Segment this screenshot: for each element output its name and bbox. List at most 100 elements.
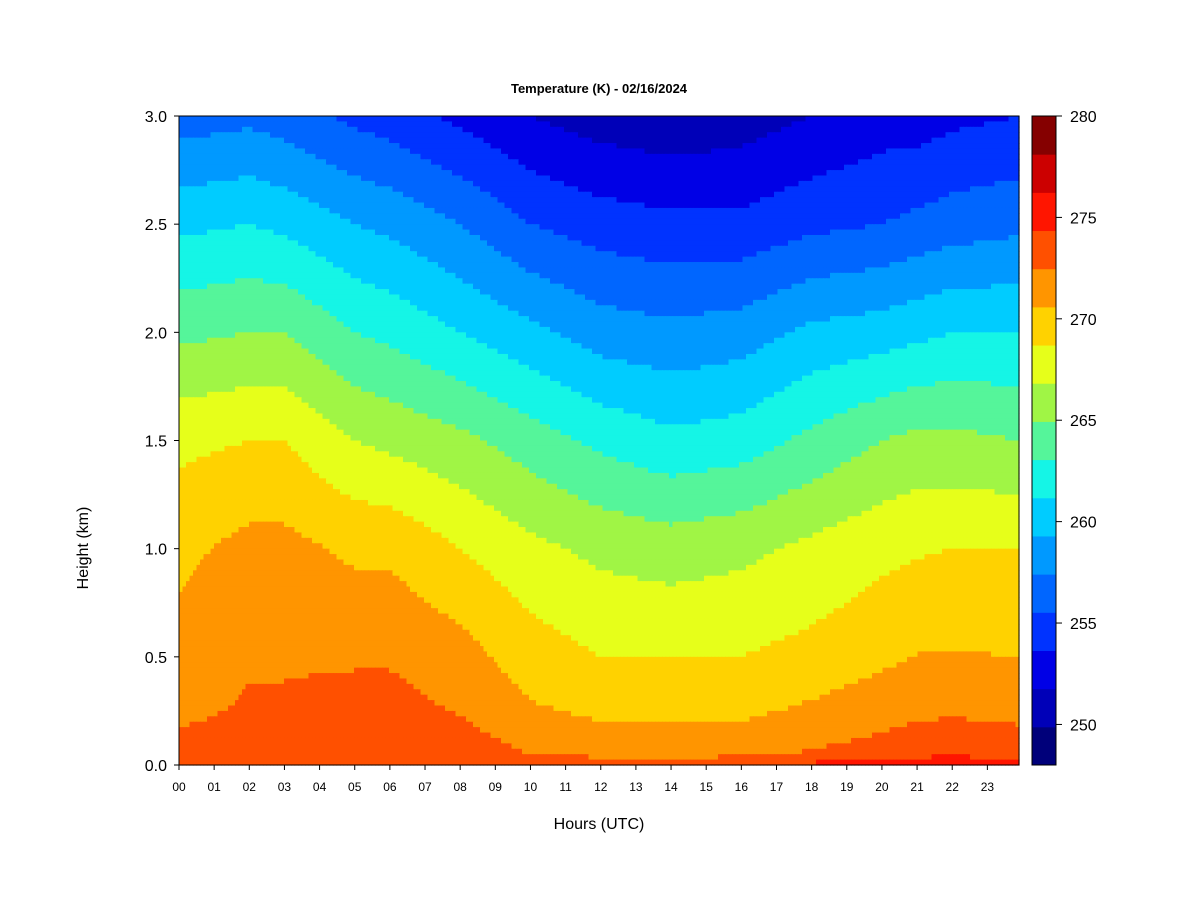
heatmap-cell	[879, 207, 884, 214]
heatmap-cell	[987, 202, 992, 209]
heatmap-cell	[441, 207, 446, 214]
heatmap-cell	[483, 170, 488, 177]
heatmap-cell	[662, 202, 667, 209]
heatmap-cell	[186, 175, 191, 182]
heatmap-cell	[179, 224, 184, 231]
heatmap-cell	[693, 164, 698, 171]
heatmap-cell	[609, 126, 614, 133]
heatmap-cell	[931, 186, 936, 193]
heatmap-cell	[259, 175, 264, 182]
heatmap-cell	[305, 180, 310, 187]
heatmap-cell	[298, 170, 303, 177]
heatmap-cell	[655, 164, 660, 171]
heatmap-cell	[984, 170, 989, 177]
heatmap-cell	[263, 121, 268, 128]
heatmap-cell	[966, 218, 971, 225]
heatmap-cell	[301, 213, 306, 220]
heatmap-cell	[795, 224, 800, 231]
heatmap-cell	[676, 191, 681, 198]
heatmap-cell	[830, 224, 835, 231]
heatmap-cell	[893, 148, 898, 155]
heatmap-cell	[900, 116, 905, 123]
heatmap-cell	[193, 218, 198, 225]
heatmap-cell	[326, 148, 331, 155]
heatmap-cell	[858, 197, 863, 204]
heatmap-cell	[413, 207, 418, 214]
heatmap-cell	[830, 143, 835, 150]
heatmap-cell	[557, 143, 562, 150]
heatmap-cell	[959, 137, 964, 144]
heatmap-cell	[287, 213, 292, 220]
heatmap-cell	[896, 213, 901, 220]
heatmap-cell	[956, 121, 961, 128]
heatmap-cell	[231, 143, 236, 150]
heatmap-cell	[676, 186, 681, 193]
heatmap-cell	[816, 186, 821, 193]
heatmap-cell	[998, 159, 1003, 166]
heatmap-cell	[893, 207, 898, 214]
heatmap-cell	[179, 143, 184, 150]
heatmap-cell	[994, 175, 999, 182]
heatmap-cell	[795, 159, 800, 166]
heatmap-cell	[917, 175, 922, 182]
heatmap-cell	[550, 164, 555, 171]
heatmap-cell	[935, 164, 940, 171]
heatmap-cell	[1001, 116, 1006, 123]
heatmap-cell	[287, 170, 292, 177]
heatmap-cell	[291, 121, 296, 128]
heatmap-cell	[742, 218, 747, 225]
heatmap-cell	[707, 164, 712, 171]
heatmap-cell	[977, 126, 982, 133]
heatmap-cell	[756, 170, 761, 177]
heatmap-cell	[767, 170, 772, 177]
heatmap-cell	[284, 224, 289, 231]
heatmap-cell	[270, 126, 275, 133]
heatmap-cell	[900, 175, 905, 182]
heatmap-cell	[231, 153, 236, 160]
heatmap-cell	[417, 126, 422, 133]
heatmap-cell	[798, 202, 803, 209]
heatmap-cell	[434, 121, 439, 128]
heatmap-cell	[210, 170, 215, 177]
heatmap-cell	[854, 164, 859, 171]
heatmap-cell	[343, 202, 348, 209]
heatmap-cell	[644, 191, 649, 198]
heatmap-cell	[984, 116, 989, 123]
heatmap-cell	[473, 213, 478, 220]
heatmap-cell	[987, 164, 992, 171]
heatmap-cell	[879, 137, 884, 144]
heatmap-cell	[210, 218, 215, 225]
heatmap-cell	[630, 175, 635, 182]
heatmap-cell	[595, 148, 600, 155]
heatmap-cell	[469, 175, 474, 182]
heatmap-cell	[277, 224, 282, 231]
heatmap-cell	[728, 218, 733, 225]
heatmap-cell	[585, 191, 590, 198]
heatmap-cell	[973, 197, 978, 204]
heatmap-cell	[746, 164, 751, 171]
heatmap-cell	[749, 207, 754, 214]
heatmap-cell	[781, 143, 786, 150]
heatmap-cell	[945, 180, 950, 187]
heatmap-cell	[354, 191, 359, 198]
heatmap-cell	[522, 218, 527, 225]
heatmap-cell	[952, 116, 957, 123]
heatmap-cell	[420, 164, 425, 171]
heatmap-cell	[816, 126, 821, 133]
heatmap-cell	[336, 153, 341, 160]
heatmap-cell	[217, 180, 222, 187]
heatmap-cell	[875, 137, 880, 144]
heatmap-cell	[924, 132, 929, 139]
heatmap-cell	[826, 121, 831, 128]
heatmap-cell	[914, 121, 919, 128]
heatmap-cell	[742, 143, 747, 150]
heatmap-cell	[613, 137, 618, 144]
heatmap-cell	[854, 224, 859, 231]
heatmap-cell	[438, 126, 443, 133]
heatmap-cell	[896, 170, 901, 177]
heatmap-cell	[770, 218, 775, 225]
heatmap-cell	[987, 218, 992, 225]
heatmap-cell	[515, 207, 520, 214]
heatmap-cell	[742, 202, 747, 209]
heatmap-cell	[616, 180, 621, 187]
